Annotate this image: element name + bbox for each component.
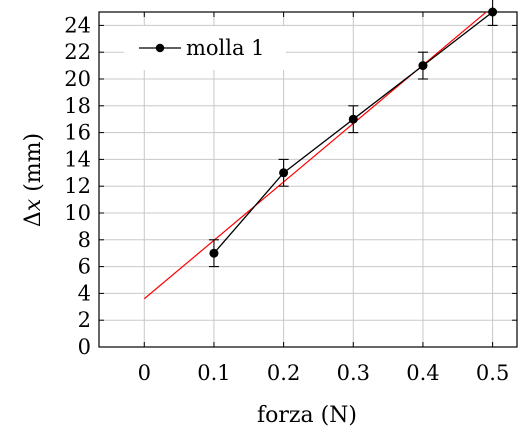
data-point-0 [209, 248, 219, 258]
y-tick-label-12: 24 [64, 13, 91, 37]
plot-frame [98, 11, 518, 348]
x-tick-label-1: 0.1 [197, 361, 230, 385]
series-group [208, 0, 498, 268]
y-axis-title-prefix: Δ [21, 211, 46, 227]
data-point-3 [418, 61, 428, 71]
legend-marker [155, 43, 165, 53]
fit-line-group [143, 12, 488, 300]
y-tick-label-6: 12 [64, 174, 91, 198]
legend-label-molla-1: molla 1 [186, 36, 265, 60]
y-tick-label-2: 4 [78, 281, 91, 305]
y-axis-title-var: x [21, 198, 46, 211]
y-tick-label-1: 2 [78, 308, 91, 332]
x-tick-label-3: 0.3 [337, 361, 370, 385]
x-axis-title: forza (N) [257, 403, 357, 428]
x-tick-label-0: 0 [138, 361, 151, 385]
y-tick-label-8: 16 [64, 121, 91, 145]
y-tick-label-9: 18 [64, 94, 91, 118]
y-tick-label-11: 22 [64, 40, 91, 64]
y-tick-label-3: 6 [78, 255, 91, 279]
y-tick-label-0: 0 [78, 335, 91, 359]
axes [98, 11, 518, 348]
x-tick-label-4: 0.4 [406, 361, 439, 385]
x-tick-label-5: 0.5 [476, 361, 509, 385]
fit-line [143, 12, 488, 300]
y-tick-label-10: 20 [64, 67, 91, 91]
y-axis-title: Δx (mm) [21, 133, 46, 227]
y-tick-label-7: 14 [64, 147, 91, 171]
data-point-4 [488, 7, 498, 17]
y-tick-label-4: 8 [78, 228, 91, 252]
data-point-2 [348, 114, 358, 124]
x-tick-label-2: 0.2 [267, 361, 300, 385]
y-axis-title-unit: (mm) [21, 133, 46, 199]
y-tick-label-5: 10 [64, 201, 91, 225]
legend: molla 1 [124, 26, 286, 70]
grid [99, 12, 517, 348]
data-point-1 [279, 168, 289, 178]
